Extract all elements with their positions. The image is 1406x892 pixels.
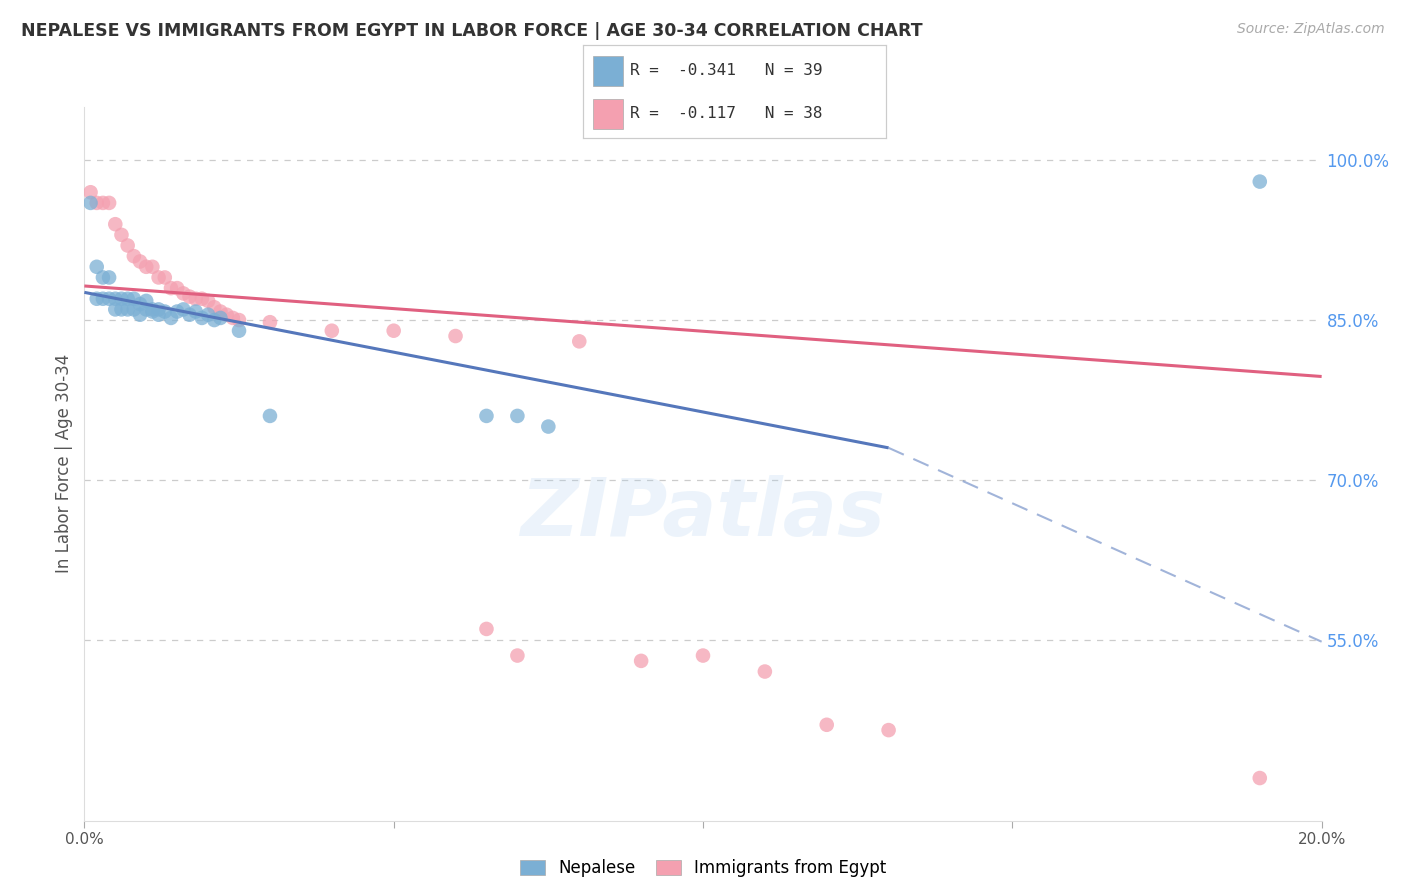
Point [86,260,108,274]
FancyBboxPatch shape [592,99,623,129]
Point [259,409,281,423]
Point [692,648,714,663]
Point [568,334,591,349]
Point [537,419,560,434]
Point [148,302,170,317]
Point [129,254,152,268]
Y-axis label: In Labor Force | Age 30-34: In Labor Force | Age 30-34 [55,354,73,574]
Point [122,302,145,317]
Point [98,270,121,285]
Point [148,308,170,322]
Point [110,302,132,317]
Point [321,324,343,338]
Point [141,304,163,318]
Point [630,654,652,668]
Point [475,622,498,636]
Point [754,665,776,679]
Point [166,281,188,295]
Point [815,718,838,732]
Point [117,292,139,306]
Point [179,290,201,304]
Point [1249,771,1271,785]
Point [172,302,194,317]
Point [79,195,101,210]
Point [475,409,498,423]
Text: R =  -0.117   N = 38: R = -0.117 N = 38 [630,106,823,121]
Point [135,260,157,274]
Point [86,195,108,210]
Point [184,304,207,318]
Point [191,310,214,325]
Point [259,315,281,329]
Point [141,302,163,317]
Legend: Nepalese, Immigrants from Egypt: Nepalese, Immigrants from Egypt [513,853,893,884]
Point [141,260,163,274]
Point [129,297,152,311]
Point [110,292,132,306]
Text: R =  -0.341   N = 39: R = -0.341 N = 39 [630,63,823,78]
Point [153,304,176,318]
Point [197,293,219,308]
Point [98,195,121,210]
Point [209,304,232,318]
Point [179,308,201,322]
Point [91,270,114,285]
Point [209,310,232,325]
Point [86,292,108,306]
Point [222,310,245,325]
Text: ZIPatlas: ZIPatlas [520,475,886,553]
Point [202,300,225,314]
Point [215,308,238,322]
Point [160,310,183,325]
Point [172,286,194,301]
FancyBboxPatch shape [592,56,623,86]
Point [877,723,900,738]
Point [148,270,170,285]
Point [184,292,207,306]
Point [506,648,529,663]
Point [444,329,467,343]
Point [104,217,127,231]
Point [129,308,152,322]
Point [197,308,219,322]
Point [506,409,529,423]
Point [166,304,188,318]
Text: NEPALESE VS IMMIGRANTS FROM EGYPT IN LABOR FORCE | AGE 30-34 CORRELATION CHART: NEPALESE VS IMMIGRANTS FROM EGYPT IN LAB… [21,22,922,40]
Point [202,313,225,327]
Point [122,292,145,306]
Point [153,270,176,285]
Text: Source: ZipAtlas.com: Source: ZipAtlas.com [1237,22,1385,37]
Point [104,302,127,317]
Point [91,292,114,306]
Point [160,281,183,295]
Point [110,227,132,242]
Point [117,238,139,252]
Point [191,292,214,306]
Point [79,186,101,200]
Point [91,195,114,210]
Point [382,324,405,338]
Point [135,302,157,317]
Point [98,292,121,306]
Point [122,249,145,263]
Point [228,324,250,338]
Point [228,313,250,327]
Point [104,292,127,306]
Point [135,293,157,308]
Point [117,302,139,317]
Point [1249,175,1271,189]
